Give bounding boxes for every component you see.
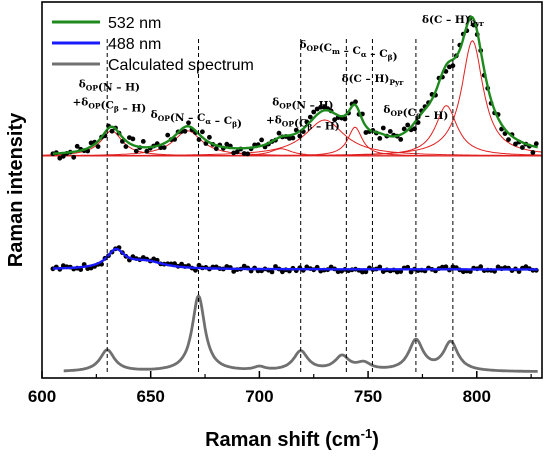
- series-line-0: [52, 15, 539, 155]
- annotation-5: δOP(Cβ – H): [383, 104, 448, 122]
- data-point: [533, 141, 539, 147]
- data-point: [307, 114, 313, 120]
- data-point: [450, 63, 456, 69]
- marker-lines: [106, 37, 454, 372]
- data-point: [506, 137, 511, 143]
- data-point: [273, 264, 278, 269]
- data-point: [280, 269, 285, 275]
- data-point: [213, 146, 219, 152]
- annotation-2: δOP(N – H) +δOP(Cβ – H): [266, 97, 340, 133]
- data-point: [140, 139, 146, 144]
- data-point: [353, 99, 358, 105]
- data-point: [207, 134, 212, 140]
- fit-band-6: [42, 40, 543, 157]
- legend-label-1: 488 nm: [108, 36, 161, 53]
- data-point: [311, 109, 317, 115]
- legend-label-2: Calculated spectrum: [108, 57, 254, 74]
- annotations: δOP(N – H) +δOP(Cβ – H)δOP(N – Cα – Cβ)δO…: [73, 14, 485, 133]
- series-1: [50, 245, 539, 275]
- data-point: [161, 145, 167, 151]
- y-axis-title: Raman intensity: [5, 112, 27, 267]
- data-point: [523, 264, 529, 270]
- x-axis-title: Raman shift (cm-1): [205, 426, 379, 451]
- data-point: [234, 149, 240, 155]
- data-point: [530, 150, 536, 155]
- data-point: [241, 263, 247, 269]
- data-point: [405, 122, 411, 128]
- data-point: [513, 141, 518, 147]
- annotation-0: δOP(N – H) +δOP(Cβ – H): [73, 79, 147, 115]
- legend: 532 nm 488 nm Calculated spectrum: [52, 15, 254, 74]
- data-point: [165, 132, 171, 138]
- data-point: [133, 148, 139, 154]
- data-point: [408, 269, 414, 275]
- data-point: [120, 139, 125, 144]
- legend-label-0: 532 nm: [108, 15, 161, 32]
- data-point: [443, 264, 449, 270]
- series-0: [50, 15, 539, 161]
- x-tick-label-4: 800: [463, 387, 491, 406]
- data-point: [363, 269, 369, 275]
- data-point: [144, 148, 150, 154]
- series-line-1: [52, 247, 538, 271]
- x-tick-label-1: 650: [137, 387, 165, 406]
- data-point: [95, 144, 101, 150]
- fit-bands: [42, 40, 543, 157]
- data-point: [200, 129, 205, 135]
- x-axis-ticks: 600 650 700 750 800: [28, 371, 532, 406]
- series-layer: [50, 15, 539, 373]
- data-point: [71, 154, 77, 160]
- data-point: [123, 144, 129, 150]
- annotation-3: δOP(Cm – Cα – Cβ): [299, 39, 397, 63]
- data-point: [186, 120, 191, 126]
- data-point: [398, 137, 404, 142]
- data-point: [130, 136, 136, 142]
- data-point: [360, 269, 365, 275]
- annotation-1: δOP(N – Cα – Cβ): [151, 109, 242, 130]
- data-point: [74, 143, 80, 149]
- data-point: [377, 136, 383, 141]
- data-point: [387, 129, 393, 134]
- data-point: [332, 117, 337, 123]
- data-point: [287, 136, 292, 141]
- data-point: [380, 125, 386, 131]
- data-point: [269, 269, 275, 275]
- x-tick-label-3: 750: [354, 387, 382, 406]
- data-point: [109, 128, 115, 134]
- data-point: [297, 133, 303, 139]
- data-point: [182, 128, 188, 134]
- data-point: [179, 261, 185, 267]
- x-tick-label-0: 600: [28, 387, 56, 406]
- annotation-4: δ(C – H)Pyr: [342, 73, 405, 87]
- data-point: [276, 130, 282, 136]
- plot-frame: [41, 1, 543, 379]
- data-point: [520, 145, 525, 150]
- data-point: [401, 126, 407, 132]
- data-point: [259, 137, 264, 143]
- data-point: [60, 153, 66, 159]
- x-tick-label-2: 700: [245, 387, 273, 406]
- data-point: [245, 151, 251, 157]
- data-point: [394, 269, 400, 275]
- data-point: [57, 155, 63, 161]
- annotation-6: δ(C – H)Pyr: [422, 14, 485, 28]
- data-point: [241, 151, 247, 156]
- data-point: [318, 104, 324, 110]
- data-point: [478, 264, 484, 270]
- data-point: [290, 135, 296, 141]
